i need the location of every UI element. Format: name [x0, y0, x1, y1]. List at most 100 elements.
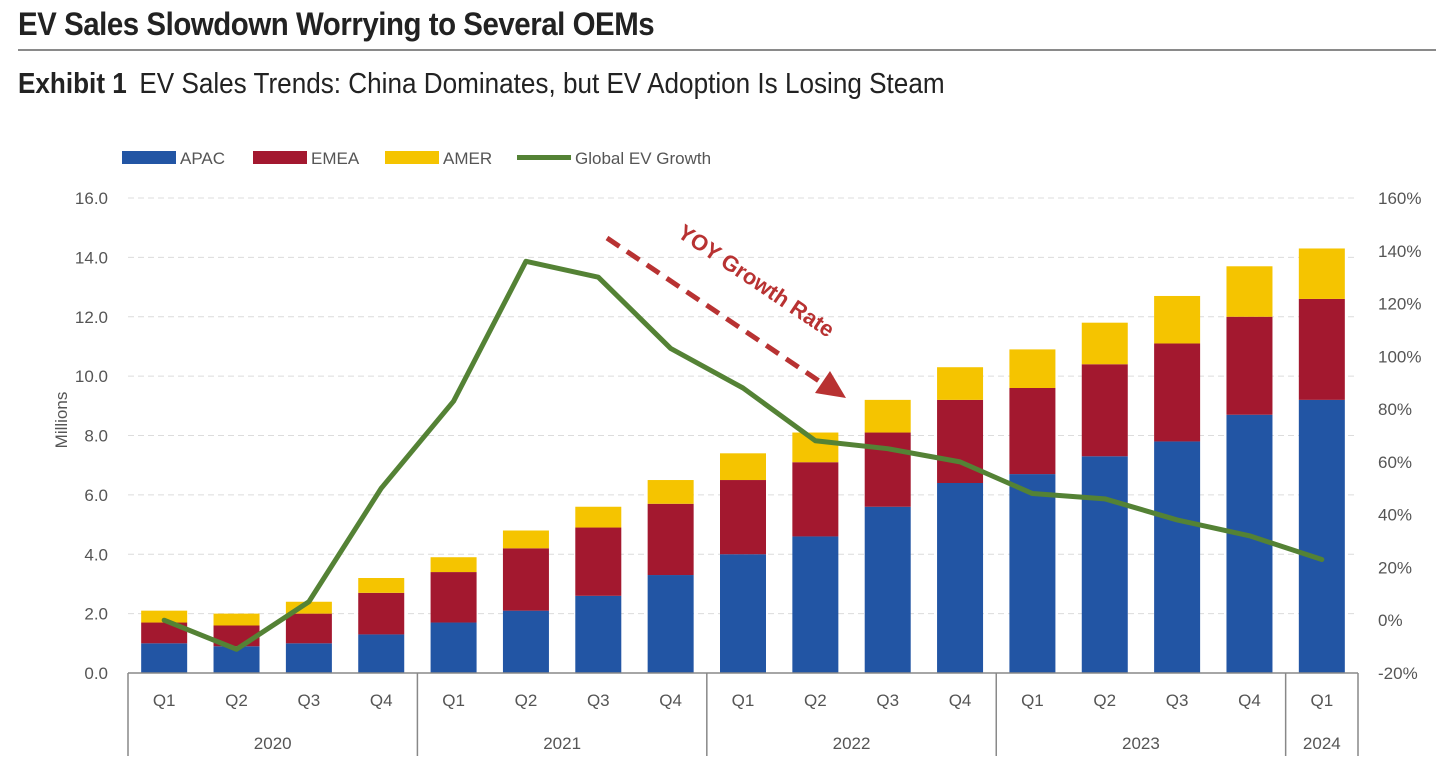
bar-amer [285, 601, 332, 614]
y-tick-label: 16.0 [75, 189, 108, 208]
bar-apac [864, 506, 911, 673]
bar-amer [720, 453, 766, 481]
bar-emea [430, 572, 477, 623]
x-tick-label: Q4 [370, 691, 393, 710]
stacked-bars [141, 248, 1345, 673]
bar-emea [285, 613, 332, 644]
axes: 0.0 2.0 4.0 6.0 8.0 10.0 12.0 14.0 16.0 -20% 0% 20%… [52, 189, 1421, 756]
bar-emea [720, 480, 766, 555]
annotation-label: YOY Growth Rate [673, 219, 839, 342]
y2-tick-label: 140% [1378, 242, 1421, 261]
bar-emea [1081, 364, 1128, 457]
bar-emea [864, 432, 911, 507]
annotation-layer: YOY Growth Rate [605, 219, 846, 398]
legend-label: APAC [180, 149, 225, 168]
bar-apac [937, 483, 984, 673]
bar-emea [1154, 343, 1201, 442]
bar-emea [792, 462, 839, 537]
bar-apac [575, 595, 622, 673]
x-tick-label: Q4 [949, 691, 972, 710]
growth-line-layer [161, 258, 1325, 652]
x-tick-label: Q3 [1166, 691, 1189, 710]
x-tick-label: Q3 [587, 691, 610, 710]
y2-tick-label: 120% [1378, 295, 1421, 314]
y-tick-label: 12.0 [75, 308, 108, 327]
bar-amer [502, 530, 549, 549]
bar-amer [430, 557, 477, 573]
y-tick-label: 6.0 [84, 486, 108, 505]
x-tick-label: Q2 [804, 691, 827, 710]
y-tick-label: 8.0 [84, 427, 108, 446]
trend-arrow-head [815, 371, 846, 398]
bar-apac [720, 554, 766, 673]
bar-amer [213, 613, 260, 626]
y2-tick-label: 100% [1378, 347, 1421, 366]
bar-emea [358, 592, 405, 635]
bar-amer [1226, 266, 1273, 317]
bar-emea [1009, 388, 1056, 475]
y2-tick-label: 0% [1378, 611, 1403, 630]
x-tick-label: Q1 [1310, 691, 1333, 710]
x-tick-label: Q2 [1093, 691, 1116, 710]
bar-emea [141, 622, 188, 644]
bar-apac [1009, 474, 1056, 673]
bar-apac [502, 610, 549, 673]
x-tick-label: Q1 [732, 691, 755, 710]
y2-tick-label: 160% [1378, 189, 1421, 208]
x-year-label: 2023 [1122, 734, 1160, 753]
legend: APAC EMEA AMER Global EV Growth [122, 149, 711, 168]
bar-apac [1154, 441, 1201, 673]
bar-amer [792, 432, 839, 463]
bar-amer [1298, 248, 1345, 299]
y-axis-label: Millions [52, 392, 71, 449]
bar-amer [1154, 295, 1201, 344]
bar-emea [502, 548, 549, 611]
bar-amer [358, 578, 405, 593]
bar-apac [1226, 414, 1273, 673]
x-year-label: 2022 [833, 734, 871, 753]
legend-swatch-emea [253, 151, 307, 164]
bar-apac [285, 643, 332, 673]
bar-emea [1226, 316, 1273, 415]
exhibit-number: Exhibit 1 [18, 68, 127, 100]
x-year-label: 2024 [1303, 734, 1341, 753]
bar-amer [575, 506, 622, 528]
exhibit-heading: Exhibit 1 EV Sales Trends: China Dominate… [18, 68, 945, 101]
bar-amer [141, 610, 188, 623]
y2-tick-label: 60% [1378, 453, 1412, 472]
page-title: EV Sales Slowdown Worrying to Several OE… [18, 6, 655, 42]
x-tick-label: Q3 [876, 691, 899, 710]
x-tick-label: Q1 [442, 691, 465, 710]
x-year-label: 2021 [543, 734, 581, 753]
trend-arrow-shaft [605, 235, 824, 386]
y2-tick-label: 80% [1378, 400, 1412, 419]
bar-emea [575, 527, 622, 596]
y2-tick-label: -20% [1378, 664, 1418, 683]
bar-emea [647, 503, 694, 576]
x-tick-label: Q3 [298, 691, 321, 710]
x-tick-label: Q4 [1238, 691, 1261, 710]
y-tick-label: 0.0 [84, 664, 108, 683]
y-tick-label: 4.0 [84, 545, 108, 564]
title-divider [18, 49, 1436, 51]
bar-amer [1081, 322, 1128, 365]
bar-amer [1009, 349, 1056, 388]
x-tick-label: Q2 [515, 691, 538, 710]
bar-emea [1298, 298, 1345, 400]
x-tick-label: Q4 [659, 691, 682, 710]
legend-label: Global EV Growth [575, 149, 711, 168]
bar-apac [1081, 456, 1128, 673]
legend-label: AMER [443, 149, 492, 168]
x-year-label: 2020 [254, 734, 292, 753]
bar-apac [358, 634, 405, 673]
y2-tick-label: 40% [1378, 506, 1412, 525]
bar-apac [430, 622, 477, 673]
x-tick-label: Q1 [1021, 691, 1044, 710]
legend-label: EMEA [311, 149, 360, 168]
exhibit-title: EV Sales Trends: China Dominates, but EV… [139, 68, 945, 100]
growth-line [161, 258, 1325, 652]
bar-apac [1298, 399, 1345, 673]
bar-amer [647, 480, 694, 504]
x-tick-label: Q1 [153, 691, 176, 710]
